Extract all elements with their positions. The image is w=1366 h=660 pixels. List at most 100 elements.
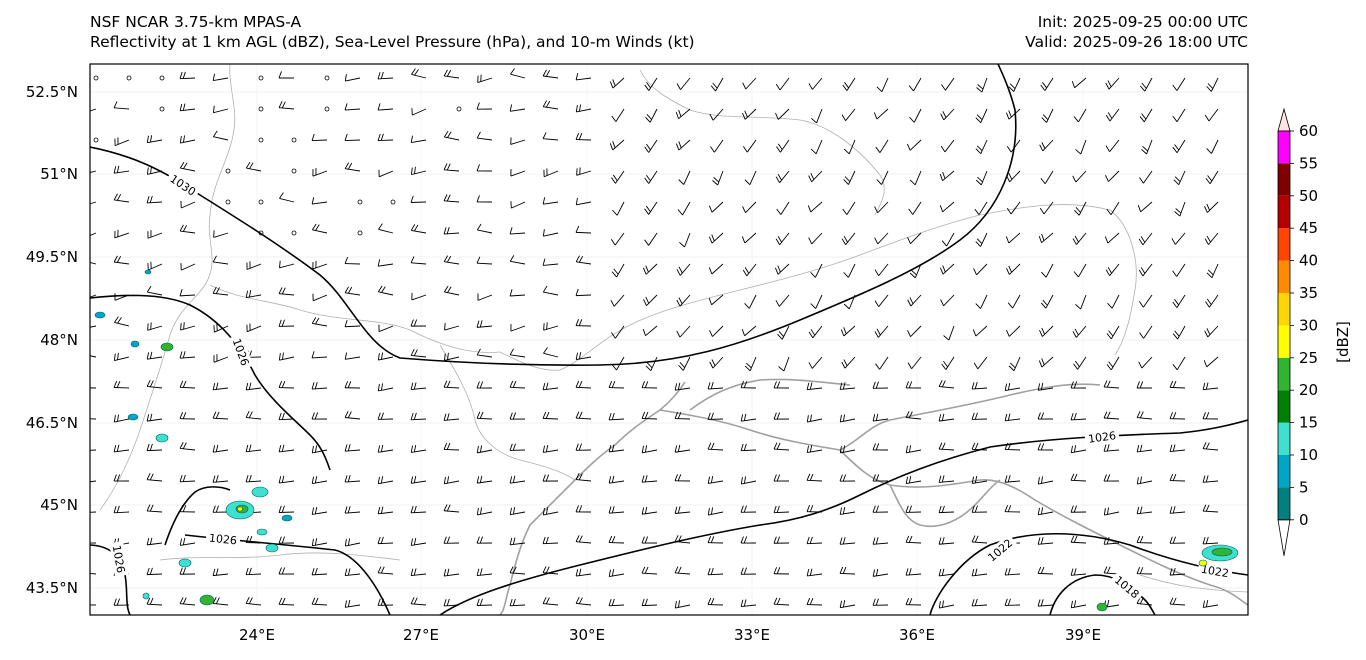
wind-barb — [874, 201, 889, 214]
coast-line — [499, 479, 576, 615]
wind-barb — [775, 294, 790, 307]
wind-barb — [575, 473, 592, 482]
wind-barb — [608, 569, 625, 578]
wind-barb — [773, 381, 790, 389]
calm-wind-marker — [258, 106, 264, 112]
wind-barb — [1136, 476, 1153, 485]
wind-barb — [575, 597, 592, 606]
wind-barb — [1169, 380, 1186, 389]
wind-barb — [1138, 263, 1153, 277]
wind-barb — [641, 506, 658, 515]
reflectivity-cell — [265, 543, 279, 553]
wind-barb — [278, 505, 295, 513]
wind-barb — [311, 133, 328, 142]
wind-barb — [939, 263, 955, 275]
colorbar-segment — [1278, 325, 1290, 358]
wind-barb — [611, 356, 625, 371]
border-line — [499, 204, 1137, 371]
wind-barb — [575, 319, 592, 327]
calm-wind-marker — [324, 75, 330, 81]
wind-barb — [1169, 412, 1186, 420]
wind-barb — [1072, 170, 1087, 183]
wind-barb — [477, 74, 493, 84]
wind-barb — [113, 414, 130, 423]
wind-barb — [377, 259, 394, 267]
wind-barb — [841, 232, 856, 245]
wind-barb — [938, 537, 955, 545]
border-line — [99, 334, 171, 511]
wind-barb — [1106, 201, 1120, 215]
coast-line — [689, 378, 851, 411]
wind-barb — [839, 382, 856, 390]
colorbar: 0 5 10 15 20 25 30 35 40 45 50 55 60 — [1277, 107, 1318, 556]
wind-barb — [180, 263, 196, 271]
reflectivity-cell — [1096, 602, 1108, 612]
wind-barb — [575, 197, 592, 206]
wind-barb — [443, 194, 460, 203]
wind-barb — [876, 170, 889, 185]
wind-barb — [344, 103, 361, 111]
wind-barb — [709, 325, 724, 337]
wind-barb — [645, 108, 658, 123]
wind-barb — [575, 535, 592, 544]
colorbar-segment — [1278, 195, 1290, 229]
wind-barb — [377, 103, 394, 111]
wind-barb — [1172, 77, 1186, 91]
calm-wind-marker — [357, 199, 363, 205]
wind-barb — [1204, 232, 1219, 245]
wind-barb — [179, 224, 196, 234]
wind-barb — [377, 383, 394, 392]
wind-barb — [843, 263, 856, 278]
wind-barb — [810, 139, 823, 155]
wind-barb — [975, 294, 988, 309]
wind-barb — [1169, 597, 1186, 606]
wind-barb — [410, 505, 427, 514]
wind-barb — [1202, 442, 1219, 451]
wind-barb — [1071, 77, 1087, 89]
lon-label: 33°E — [734, 626, 770, 644]
wind-barb — [1037, 412, 1054, 420]
wind-barb — [1070, 412, 1087, 421]
init-time: Init: 2025-09-25 00:00 UTC — [1037, 13, 1248, 31]
wind-barb — [811, 108, 823, 124]
wind-barb — [575, 288, 592, 297]
wind-barb — [641, 445, 658, 454]
wind-barb — [1202, 475, 1219, 483]
calm-wind-marker — [225, 168, 231, 174]
wind-barb — [311, 445, 328, 454]
wind-barb — [806, 445, 823, 453]
wind-barb — [776, 201, 790, 215]
wind-barb — [1172, 108, 1186, 122]
wind-barb — [1206, 263, 1219, 279]
colorbar-tick-label: 20 — [1299, 381, 1318, 399]
wind-barb — [907, 325, 922, 338]
wind-barb — [476, 223, 493, 234]
wind-barb — [113, 474, 130, 482]
wind-barb — [707, 381, 724, 390]
wind-barb — [843, 170, 856, 185]
wind-barb — [740, 443, 757, 452]
wind-barb — [1037, 599, 1054, 607]
wind-barb — [213, 105, 229, 114]
wind-barb — [608, 598, 625, 607]
wind-barb — [542, 229, 559, 237]
wind-barb — [278, 412, 295, 421]
wind-barb — [1172, 294, 1186, 308]
wind-barb — [212, 286, 229, 296]
wind-barb — [971, 535, 988, 544]
wind-barb — [1007, 294, 1021, 309]
wind-barb — [114, 229, 130, 239]
wind-barb — [90, 572, 97, 575]
wind-barb — [775, 170, 790, 183]
wind-barb — [743, 139, 757, 153]
wind-barb — [443, 413, 460, 421]
reflectivity-cell — [178, 558, 192, 568]
wind-barb — [1136, 506, 1153, 515]
wind-barb — [542, 474, 559, 482]
wind-barb — [971, 475, 988, 484]
isobar-label: 1026 — [1087, 429, 1117, 446]
wind-barb — [608, 506, 625, 514]
wind-barb — [410, 444, 427, 453]
wind-barb — [510, 137, 526, 145]
wind-barb — [1172, 356, 1186, 371]
